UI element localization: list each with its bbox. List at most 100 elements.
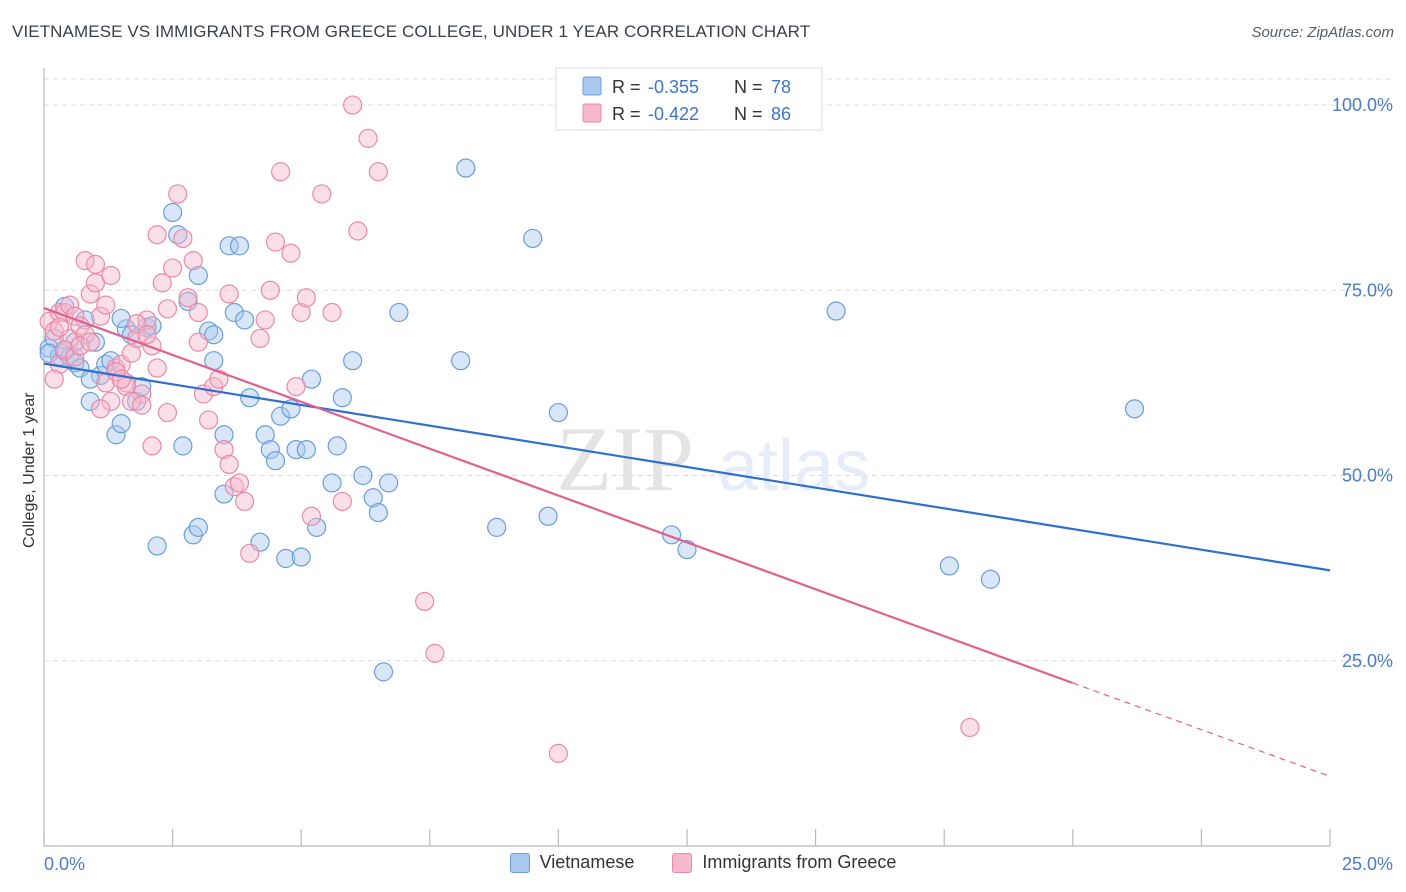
greece-point: [54, 339, 75, 360]
x-tick-label-max: 25.0%: [1342, 854, 1393, 874]
greece-point: [286, 377, 306, 397]
greece-point: [255, 310, 275, 330]
y-tick-labels: 25.0% 50.0% 75.0% 100.0%: [1332, 95, 1393, 671]
bottom-legend-label-vietnamese: Vietnamese: [539, 852, 635, 872]
greece-point: [548, 743, 569, 763]
vietnamese-point: [939, 556, 959, 576]
vietnamese-point: [368, 502, 388, 523]
x-tick-labels: 0.0% 25.0%: [44, 854, 1393, 874]
greece-point: [235, 491, 255, 512]
vietnamese-point: [265, 451, 286, 471]
vietnamese-point: [224, 302, 244, 323]
y-tick-label: 25.0%: [1342, 651, 1393, 671]
greece-point: [44, 321, 64, 341]
greece-point: [425, 643, 445, 663]
greece-point: [312, 184, 332, 204]
vietnamese-point: [363, 488, 383, 508]
greece-point: [209, 369, 229, 389]
vietnamese-point: [235, 310, 255, 330]
vietnamese-point: [456, 158, 476, 178]
vietnamese-point: [322, 473, 342, 493]
bottom-legend: Vietnamese Immigrants from Greece: [0, 852, 1406, 873]
vietnamese-point: [85, 332, 106, 352]
greece-point: [101, 265, 121, 286]
vietnamese-point: [291, 547, 311, 567]
greece-point: [142, 436, 162, 456]
vietnamese-point: [389, 302, 409, 323]
legend-r-label-2: R =: [612, 104, 641, 124]
vietnamese-point: [219, 236, 239, 256]
legend: R = -0.355 N = 78 R = -0.422 N = 86: [555, 67, 823, 131]
greece-point: [96, 295, 116, 315]
vietnamese-trendline: [43, 362, 1331, 572]
greece-point: [121, 391, 142, 412]
vietnamese-point: [301, 369, 322, 389]
vietnamese-point: [142, 316, 162, 336]
greece-point: [157, 402, 178, 423]
greece-point: [199, 410, 219, 430]
y-tick-label: 100.0%: [1332, 95, 1393, 115]
greece-point: [183, 251, 203, 271]
legend-n-label-1: N =: [734, 77, 763, 97]
source-label: Source: ZipAtlas.com: [1251, 24, 1394, 41]
legend-n-value-1: 78: [771, 77, 791, 97]
greece-point: [70, 316, 90, 336]
greece-point: [163, 258, 183, 278]
bottom-legend-swatch-greece: [672, 852, 693, 873]
y-axis-label: College, Under 1 year: [21, 392, 38, 548]
vietnamese-point: [1124, 399, 1145, 419]
bottom-legend-swatch-vietnamese: [509, 852, 530, 873]
x-tick-label-min: 0.0%: [44, 854, 85, 874]
trendlines: [43, 307, 1331, 777]
legend-n-value-2: 86: [771, 104, 791, 124]
vietnamese-point: [538, 506, 558, 526]
greece-point: [271, 162, 291, 182]
greece-point: [152, 273, 172, 293]
vietnamese-point: [332, 388, 352, 408]
vietnamese-point: [307, 517, 327, 537]
greece-point: [250, 328, 270, 349]
vietnamese-point: [147, 536, 167, 556]
greece-point: [358, 128, 378, 148]
vietnamese-point: [255, 425, 275, 445]
greece-point: [49, 302, 70, 323]
greece-point: [132, 384, 152, 404]
greece-point: [142, 336, 162, 356]
greece-point: [265, 232, 286, 252]
greece-point: [188, 332, 208, 352]
y-tick-label: 50.0%: [1342, 466, 1393, 486]
vietnamese-point: [168, 225, 188, 245]
greece-point: [121, 343, 142, 363]
legend-swatch-greece: [582, 103, 602, 123]
vietnamese-point: [80, 391, 100, 412]
vietnamese-point: [379, 473, 399, 493]
greece-point: [90, 306, 111, 326]
greece-point: [219, 454, 239, 475]
vietnamese-point: [327, 436, 347, 456]
legend-r-value-2: -0.422: [648, 104, 699, 124]
greece-point: [291, 302, 311, 323]
greece-point: [343, 95, 363, 115]
greece-point: [296, 288, 316, 308]
greece-point: [90, 399, 111, 419]
greece-point: [44, 369, 64, 389]
greece-point: [960, 717, 980, 738]
greece-point: [368, 162, 388, 182]
greece-point: [132, 395, 152, 415]
greece-point: [101, 391, 121, 412]
greece-point: [173, 228, 193, 249]
legend-n-label-2: N =: [734, 104, 763, 124]
greece-point: [85, 254, 106, 274]
greece-point: [322, 302, 342, 323]
vietnamese-point: [163, 202, 183, 223]
vietnamese-point: [343, 351, 363, 371]
bottom-legend-item-vietnamese: Vietnamese: [509, 852, 635, 873]
bottom-legend-item-greece: Immigrants from Greece: [672, 852, 896, 873]
vietnamese-point: [111, 414, 131, 434]
greece-point: [157, 299, 178, 319]
greece-point: [80, 332, 100, 352]
greece-point: [147, 225, 167, 245]
greece-point: [70, 336, 90, 356]
greece-point: [137, 310, 157, 330]
greece-point: [49, 317, 70, 337]
